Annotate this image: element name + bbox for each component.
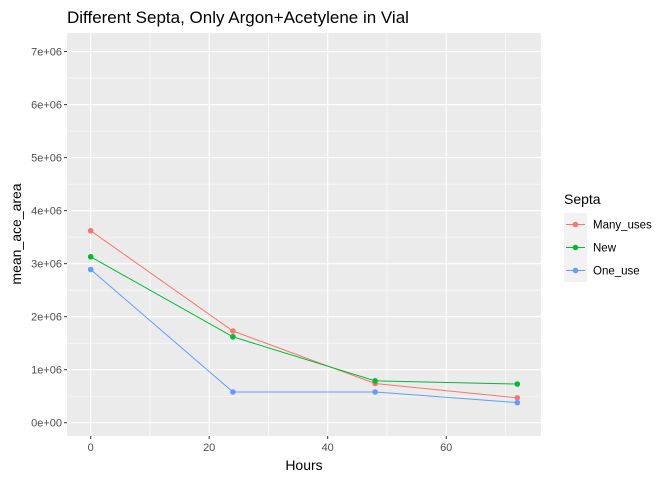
legend-key-point bbox=[572, 244, 579, 251]
data-point bbox=[514, 381, 521, 387]
y-tick-label: 0e+00 bbox=[31, 418, 62, 430]
x-axis-title: Hours bbox=[285, 457, 322, 473]
legend-item: One_use bbox=[564, 259, 640, 282]
series-layer bbox=[87, 227, 521, 406]
data-point bbox=[87, 227, 94, 234]
y-axis: 0e+00 1e+06 2e+06 3e+06 4e+06 5e+06 6e+06 7e+06 bbox=[31, 47, 67, 430]
legend-item: New bbox=[564, 236, 617, 259]
grid-major bbox=[67, 33, 541, 436]
x-tick-label: 20 bbox=[203, 442, 215, 454]
x-axis: 0 20 40 60 bbox=[88, 436, 452, 454]
data-point bbox=[372, 378, 378, 384]
data-point bbox=[514, 399, 521, 406]
legend: Septa Many_uses New One_use bbox=[564, 191, 652, 282]
y-tick-label: 2e+06 bbox=[31, 312, 62, 324]
legend-key-point bbox=[572, 221, 579, 228]
legend-label: New bbox=[593, 243, 617, 255]
series-new bbox=[87, 253, 521, 387]
chart-title: Different Septa, Only Argon+Acetylene in… bbox=[67, 8, 409, 27]
y-tick-label: 7e+06 bbox=[31, 47, 62, 59]
y-tick-label: 1e+06 bbox=[31, 365, 62, 377]
y-tick-label: 5e+06 bbox=[31, 153, 62, 165]
data-point bbox=[87, 266, 94, 273]
data-point bbox=[230, 328, 236, 334]
x-tick-label: 0 bbox=[88, 442, 94, 454]
data-point bbox=[230, 389, 236, 395]
series-line bbox=[90, 230, 518, 399]
legend-item: Many_uses bbox=[564, 213, 652, 236]
series-one-use bbox=[87, 266, 521, 406]
x-tick-label: 60 bbox=[440, 442, 452, 454]
grid-minor bbox=[67, 33, 541, 436]
plot-panel bbox=[67, 33, 541, 436]
series-many-uses bbox=[87, 227, 521, 401]
series-line bbox=[90, 256, 518, 385]
legend-key-point bbox=[572, 267, 579, 274]
data-point bbox=[87, 253, 94, 260]
data-point bbox=[372, 389, 378, 395]
y-axis-title: mean_ace_area bbox=[8, 183, 24, 284]
series-line bbox=[90, 269, 518, 404]
x-tick-label: 40 bbox=[322, 442, 334, 454]
y-tick-label: 3e+06 bbox=[31, 259, 62, 271]
data-point bbox=[514, 395, 521, 401]
legend-label: Many_uses bbox=[593, 220, 652, 232]
legend-title: Septa bbox=[564, 191, 601, 207]
y-tick-label: 6e+06 bbox=[31, 100, 62, 112]
y-tick-label: 4e+06 bbox=[31, 206, 62, 218]
legend-label: One_use bbox=[593, 266, 640, 278]
data-point bbox=[230, 334, 236, 340]
